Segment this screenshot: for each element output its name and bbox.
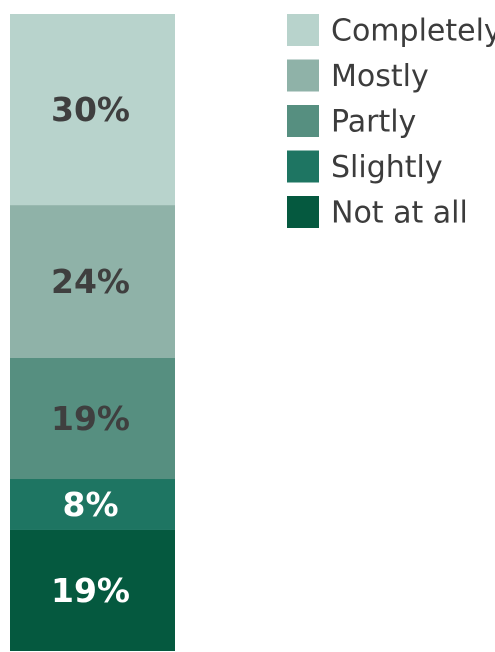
legend-swatch-partly (287, 105, 319, 137)
legend-label-slightly: Slightly (331, 150, 443, 185)
legend-item-completely: Completely (287, 14, 495, 49)
legend-item-mostly: Mostly (287, 59, 429, 94)
bar-segment-mostly (10, 205, 175, 358)
data-label-not-at-all: 19% (51, 571, 130, 610)
data-label-partly: 19% (51, 399, 130, 438)
data-label-completely: 30% (51, 90, 130, 129)
data-label-slightly: 8% (62, 485, 118, 524)
legend-item-partly: Partly (287, 105, 416, 140)
legend-label-completely: Completely (331, 14, 495, 49)
bar-segment-completely (10, 14, 175, 206)
bar-segment-slightly (10, 479, 175, 530)
legend-item-not-at-all: Not at all (287, 196, 468, 231)
legend-label-partly: Partly (331, 105, 416, 140)
legend: Completely Mostly Partly Slightly Not at all (287, 14, 495, 231)
legend-swatch-mostly (287, 59, 319, 92)
bar-segment-partly (10, 357, 175, 480)
legend-label-not-at-all: Not at all (331, 196, 468, 231)
stacked-bar: 30% 24% 19% 8% 19% (10, 14, 175, 651)
legend-swatch-slightly (287, 150, 319, 183)
legend-label-mostly: Mostly (331, 59, 429, 94)
legend-item-slightly: Slightly (287, 150, 443, 185)
legend-swatch-not-at-all (287, 196, 319, 228)
bar-segment-not-at-all (10, 529, 175, 651)
data-label-mostly: 24% (51, 262, 130, 301)
legend-swatch-completely (287, 14, 319, 46)
